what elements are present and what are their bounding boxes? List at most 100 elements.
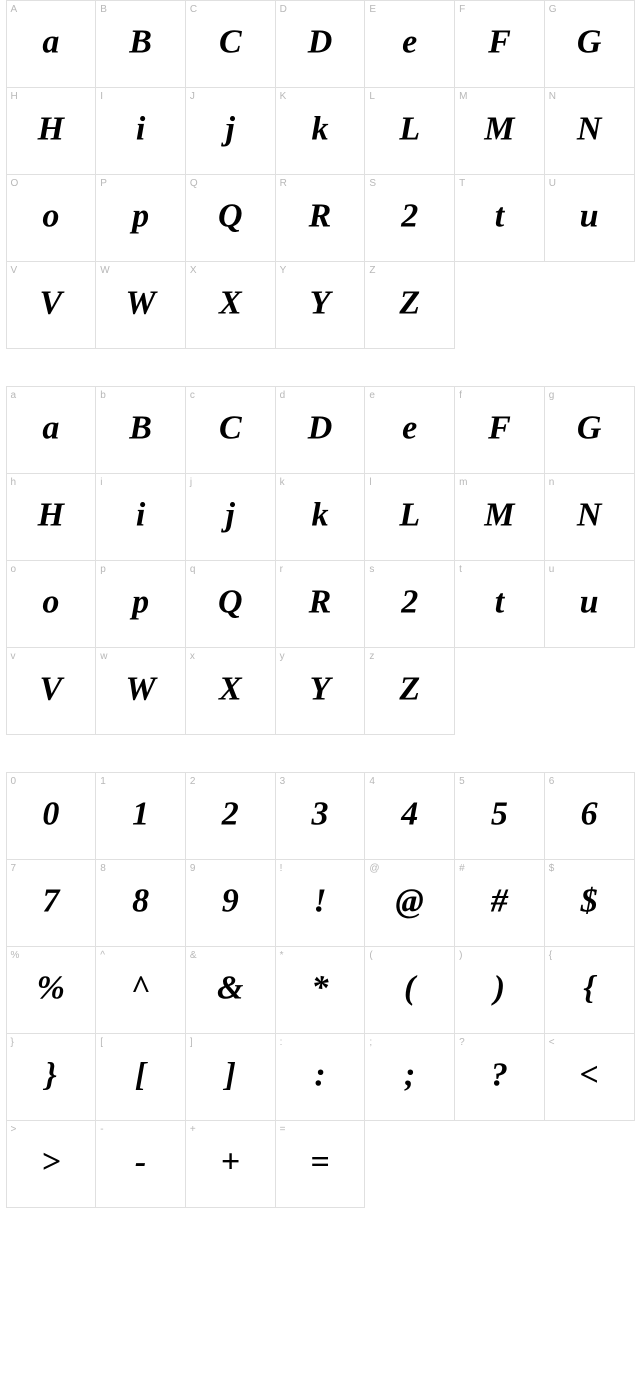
cell-label: a — [11, 390, 17, 401]
cell-label: E — [369, 4, 376, 15]
cell-glyph: ^ — [131, 971, 150, 1005]
cell-label: ? — [459, 1037, 465, 1048]
glyph-cell: == — [275, 1120, 366, 1208]
glyph-cell: 33 — [275, 772, 366, 860]
glyph-cell: bB — [95, 386, 186, 474]
cell-label: ) — [459, 950, 462, 961]
glyph-cell: )) — [454, 946, 545, 1034]
cell-label: A — [11, 4, 18, 15]
cell-glyph: 2 — [222, 797, 239, 831]
cell-label: 4 — [369, 776, 375, 787]
cell-glyph: D — [308, 411, 333, 445]
cell-label: F — [459, 4, 465, 15]
cell-glyph: ! — [313, 884, 326, 918]
cell-glyph: H — [38, 498, 64, 532]
cell-glyph: j — [226, 498, 235, 532]
glyph-cell: 77 — [6, 859, 97, 947]
cell-glyph: $ — [581, 884, 598, 918]
glyph-cell: yY — [275, 647, 366, 735]
empty-cell — [454, 1120, 545, 1208]
cell-glyph: u — [580, 585, 599, 619]
cell-label: ( — [369, 950, 372, 961]
glyph-cell: ?? — [454, 1033, 545, 1121]
glyph-cell: ## — [454, 859, 545, 947]
cell-label: c — [190, 390, 195, 401]
glyph-cell: HH — [6, 87, 97, 175]
cell-label: C — [190, 4, 197, 15]
cell-glyph: H — [38, 112, 64, 146]
cell-glyph: R — [309, 585, 332, 619]
cell-label: - — [100, 1124, 103, 1135]
glyph-cell: Tt — [454, 174, 545, 262]
cell-label: z — [369, 651, 374, 662]
glyph-grid: AaBBCCDDEeFFGGHHIiJjKkLLMMNNOoPpQQRRS2Tt… — [6, 0, 634, 348]
cell-label: m — [459, 477, 467, 488]
cell-label: S — [369, 178, 376, 189]
cell-glyph: 2 — [401, 199, 418, 233]
glyph-cell: (( — [364, 946, 455, 1034]
cell-label: { — [549, 950, 552, 961]
glyph-cell: cC — [185, 386, 276, 474]
cell-label: 1 — [100, 776, 106, 787]
cell-glyph: Z — [399, 672, 420, 706]
cell-glyph: N — [577, 498, 602, 532]
glyph-cell: ** — [275, 946, 366, 1034]
glyph-cell: && — [185, 946, 276, 1034]
cell-label: 5 — [459, 776, 465, 787]
glyph-cell: {{ — [544, 946, 635, 1034]
cell-glyph: B — [129, 25, 152, 59]
cell-label: w — [100, 651, 107, 662]
glyph-cell: pp — [95, 560, 186, 648]
glyph-cell: tt — [454, 560, 545, 648]
cell-glyph: t — [495, 585, 504, 619]
character-map: AaBBCCDDEeFFGGHHIiJjKkLLMMNNOoPpQQRRS2Tt… — [0, 0, 640, 1207]
cell-glyph: { — [583, 971, 595, 1005]
cell-label: q — [190, 564, 196, 575]
cell-glyph: D — [308, 25, 333, 59]
cell-glyph: Q — [218, 199, 243, 233]
glyph-cell: Ee — [364, 0, 455, 88]
cell-label: b — [100, 390, 106, 401]
cell-glyph: W — [125, 286, 155, 320]
glyph-cell: DD — [275, 0, 366, 88]
cell-glyph: i — [136, 112, 145, 146]
cell-label: } — [11, 1037, 14, 1048]
cell-glyph: & — [217, 971, 243, 1005]
cell-label: ; — [369, 1037, 372, 1048]
empty-cell — [544, 1120, 635, 1208]
cell-label: Q — [190, 178, 198, 189]
cell-label: ! — [280, 863, 283, 874]
cell-glyph: V — [40, 286, 63, 320]
cell-label: & — [190, 950, 197, 961]
cell-label: y — [280, 651, 285, 662]
cell-glyph: 4 — [401, 797, 418, 831]
cell-glyph: o — [42, 585, 59, 619]
cell-glyph: X — [219, 672, 242, 706]
glyph-cell: wW — [95, 647, 186, 735]
cell-glyph: Z — [399, 286, 420, 320]
cell-label: u — [549, 564, 555, 575]
empty-cell — [454, 261, 545, 349]
cell-glyph: j — [226, 112, 235, 146]
glyph-cell: LL — [364, 87, 455, 175]
cell-label: i — [100, 477, 102, 488]
cell-glyph: ( — [404, 971, 415, 1005]
glyph-cell: MM — [454, 87, 545, 175]
cell-glyph: C — [219, 411, 242, 445]
glyph-cell: jj — [185, 473, 276, 561]
glyph-cell: lL — [364, 473, 455, 561]
cell-glyph: W — [125, 672, 155, 706]
cell-label: 8 — [100, 863, 106, 874]
cell-glyph: i — [136, 498, 145, 532]
cell-glyph: } — [45, 1058, 57, 1092]
cell-glyph: a — [42, 411, 59, 445]
cell-glyph: 0 — [42, 797, 59, 831]
cell-label: N — [549, 91, 556, 102]
empty-cell — [544, 261, 635, 349]
cell-glyph: * — [311, 971, 328, 1005]
cell-label: G — [549, 4, 557, 15]
glyph-cell: XX — [185, 261, 276, 349]
glyph-cell: >> — [6, 1120, 97, 1208]
cell-glyph: o — [42, 199, 59, 233]
cell-label: j — [190, 477, 192, 488]
